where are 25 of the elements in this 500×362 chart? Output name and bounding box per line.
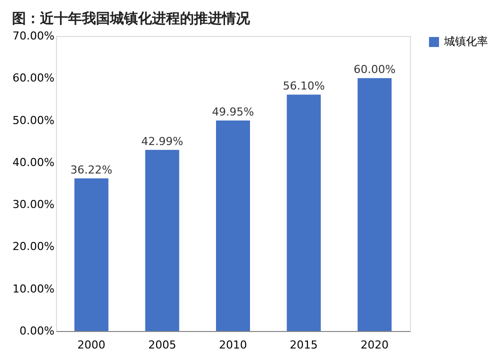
y-tick-label: 0.00% (20, 324, 54, 338)
legend-label: 城镇化率 (443, 35, 488, 48)
bar (74, 178, 108, 331)
x-tick-label: 2020 (360, 338, 389, 352)
bar (145, 150, 180, 331)
y-tick-label: 70.00% (12, 30, 54, 42)
y-tick-label: 40.00% (12, 156, 54, 169)
y-tick-label: 60.00% (12, 72, 54, 85)
y-tick-label: 50.00% (12, 114, 54, 127)
text: 56.10% (282, 80, 325, 93)
chart-title: 图：近十年我国城镇化进程的推进情况 (12, 10, 252, 27)
bar (286, 94, 321, 331)
x-tick-label: 2000 (77, 338, 106, 352)
text: 42.99% (141, 134, 184, 148)
y-tick-label: 20.00% (12, 240, 54, 254)
text: 49.95% (212, 105, 254, 118)
y-tick-label: 10.00% (12, 282, 54, 296)
bar (216, 120, 250, 331)
text: 36.22% (70, 163, 112, 176)
y-tick-label: 30.00% (12, 198, 54, 212)
x-tick-label: 2015 (290, 338, 318, 352)
text: 60.00% (354, 63, 396, 76)
x-tick-label: 2005 (148, 338, 176, 352)
bar (358, 78, 392, 331)
x-tick-label: 2010 (219, 338, 247, 352)
